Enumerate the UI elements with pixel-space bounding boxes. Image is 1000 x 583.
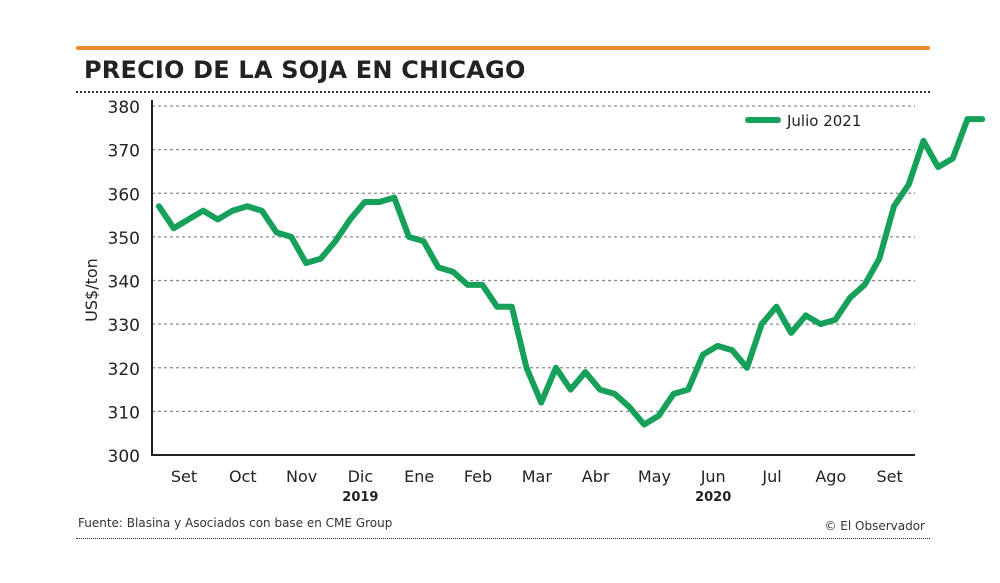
x-tick-11: Ago bbox=[815, 467, 846, 486]
y-tick-360: 360 bbox=[108, 185, 140, 205]
series-layer bbox=[156, 116, 986, 428]
y-tick-350: 350 bbox=[108, 229, 140, 249]
y-tick-labels: 300 310 320 330 340 350 360 370 380 bbox=[108, 98, 140, 467]
source-note: Fuente: Blasina y Asociados con base en … bbox=[78, 516, 393, 530]
x-tick-8: May bbox=[638, 467, 671, 486]
year-label-2019: 2019 bbox=[342, 490, 378, 505]
x-tick-0: Set bbox=[171, 467, 197, 486]
x-tick-4: Ene bbox=[404, 467, 434, 486]
chart-title: PRECIO DE LA SOJA EN CHICAGO bbox=[84, 56, 526, 84]
title-divider bbox=[76, 91, 930, 93]
x-tick-12: Set bbox=[876, 467, 902, 486]
series-line-julio-2021 bbox=[156, 116, 986, 428]
x-tick-labels: Set Oct Nov Dic Ene Feb Mar Abr May Jun Jul Ago Set bbox=[171, 467, 903, 486]
footer-divider bbox=[76, 538, 930, 539]
legend: Julio 2021 bbox=[745, 112, 861, 130]
y-tick-320: 320 bbox=[108, 360, 140, 380]
axes bbox=[151, 100, 915, 456]
x-tick-1: Oct bbox=[229, 467, 257, 486]
credit-note: © El Observador bbox=[824, 519, 925, 533]
legend-label-julio-2021: Julio 2021 bbox=[786, 112, 861, 130]
y-tick-300: 300 bbox=[108, 447, 140, 467]
x-tick-9: Jun bbox=[700, 467, 726, 486]
x-tick-10: Jul bbox=[761, 467, 781, 486]
x-tick-2: Nov bbox=[286, 467, 317, 486]
y-tick-380: 380 bbox=[108, 98, 140, 118]
x-tick-6: Mar bbox=[522, 467, 553, 486]
y-axis-label: US$/ton bbox=[82, 258, 101, 322]
y-tick-370: 370 bbox=[108, 142, 140, 162]
grid-lines bbox=[152, 105, 915, 412]
x-tick-3: Dic bbox=[348, 467, 374, 486]
y-tick-330: 330 bbox=[108, 316, 140, 336]
x-tick-7: Abr bbox=[582, 467, 610, 486]
y-tick-340: 340 bbox=[108, 273, 140, 293]
year-labels: 2019 2020 bbox=[342, 490, 731, 505]
year-label-2020: 2020 bbox=[695, 490, 731, 505]
top-accent-rule bbox=[76, 46, 930, 50]
x-tick-5: Feb bbox=[464, 467, 492, 486]
y-tick-310: 310 bbox=[108, 403, 140, 423]
